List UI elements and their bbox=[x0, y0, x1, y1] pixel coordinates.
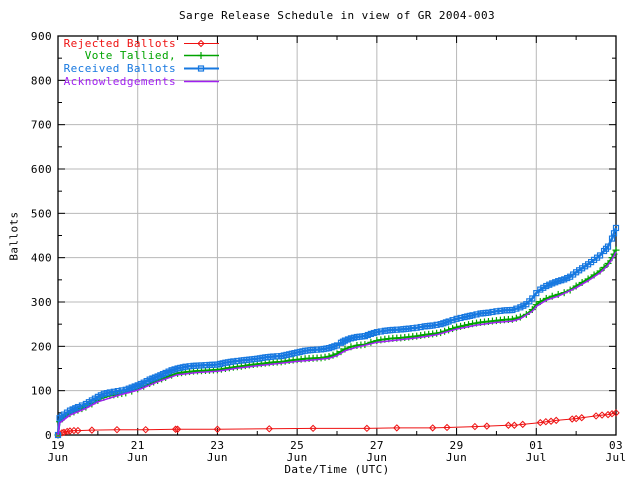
tick-label: Jul bbox=[526, 451, 547, 464]
series-rejected-ballots bbox=[54, 409, 620, 439]
series-received-ballots bbox=[54, 224, 620, 439]
tick-label: Jun bbox=[207, 451, 228, 464]
tick-label: 29 bbox=[450, 439, 464, 452]
tick-label: 200 bbox=[31, 340, 52, 353]
legend-label: Received Ballots bbox=[63, 61, 176, 75]
legend-sample-line bbox=[184, 80, 219, 82]
legend-item: Rejected Ballots bbox=[58, 37, 223, 50]
tick-label: 25 bbox=[290, 439, 304, 452]
tick-label: Jun bbox=[127, 451, 148, 464]
legend-label: Vote Tallied, bbox=[84, 49, 176, 63]
tick-label: 23 bbox=[210, 439, 224, 452]
legend-sample-line bbox=[184, 52, 219, 60]
tick-label: 21 bbox=[131, 439, 145, 452]
tick-label: Jun bbox=[446, 451, 467, 464]
tick-label: Jun bbox=[366, 451, 387, 464]
legend-sample-line bbox=[184, 39, 219, 48]
tick-label: 900 bbox=[31, 30, 52, 43]
tick-label: 300 bbox=[31, 296, 52, 309]
x-axis-label: Date/Time (UTC) bbox=[284, 463, 390, 476]
tick-label: 500 bbox=[31, 207, 52, 220]
tick-label: Jul bbox=[605, 451, 626, 464]
tick-label: 600 bbox=[31, 163, 52, 176]
tick-label: 01 bbox=[529, 439, 543, 452]
tick-label: 100 bbox=[31, 385, 52, 398]
tick-label: 700 bbox=[31, 119, 52, 132]
tick-label: Jun bbox=[287, 451, 308, 464]
legend-label: Acknowledgements bbox=[63, 74, 176, 88]
chart-title: Sarge Release Schedule in view of GR 200… bbox=[178, 9, 495, 22]
tick-label: 27 bbox=[370, 439, 384, 452]
tick-label: 800 bbox=[31, 74, 52, 87]
series-acknowledgements bbox=[57, 251, 617, 436]
tick-label: 0 bbox=[45, 429, 52, 442]
legend-item: Acknowledgements bbox=[58, 75, 223, 88]
legend-item: Vote Tallied, bbox=[58, 49, 223, 63]
legend-label: Rejected Ballots bbox=[63, 36, 176, 50]
tick-label: 19 bbox=[51, 439, 65, 452]
legend-sample-line bbox=[184, 65, 219, 72]
tick-label: 400 bbox=[31, 252, 52, 265]
tick-label: 03 bbox=[609, 439, 623, 452]
legend: Rejected Ballots Vote Tallied, Received Ba… bbox=[58, 37, 223, 88]
legend-item: Received Ballots bbox=[58, 62, 223, 75]
plot-border bbox=[57, 35, 617, 436]
tick-label: Jun bbox=[47, 451, 68, 464]
